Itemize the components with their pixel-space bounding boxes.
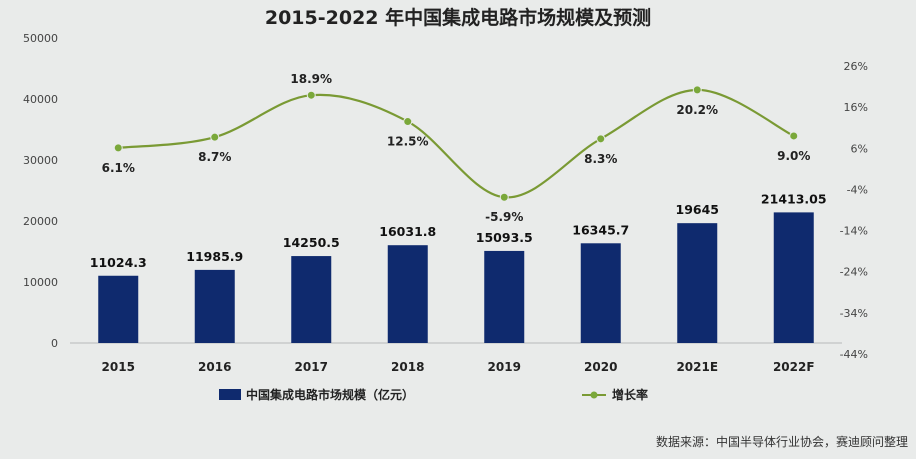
growth-rate-label: 8.3% <box>584 152 617 166</box>
bar-2022F <box>773 212 814 343</box>
bar-2019 <box>484 250 525 343</box>
bar-value-label: 14250.5 <box>283 235 340 250</box>
growth-rate-label: 20.2% <box>676 103 718 117</box>
bar-value-label: 16345.7 <box>572 222 629 237</box>
growth-rate-point-2019 <box>499 192 509 202</box>
growth-line-series <box>113 85 799 202</box>
right-axis-tick-label: 26% <box>844 60 868 73</box>
x-axis-tick-label: 2022F <box>773 360 815 374</box>
growth-rate-label: -5.9% <box>485 210 523 224</box>
right-axis-tick-label: -14% <box>840 225 868 238</box>
left-axis: 0 10000 20000 30000 40000 50000 <box>23 32 58 350</box>
left-axis-tick-label: 40000 <box>23 93 58 106</box>
left-axis-tick-label: 0 <box>51 337 58 350</box>
bar-value-label: 15093.5 <box>476 230 533 245</box>
bar-2016 <box>194 269 235 343</box>
left-axis-tick-label: 20000 <box>23 215 58 228</box>
right-axis-tick-label: 16% <box>844 101 868 114</box>
growth-rate-label: 12.5% <box>387 135 429 149</box>
growth-rate-point-2020 <box>596 134 606 144</box>
growth-rate-label: 6.1% <box>102 161 135 175</box>
right-axis-tick-label: -4% <box>847 183 868 196</box>
chart-title: 2015-2022 年中国集成电路市场规模及预测 <box>265 6 651 29</box>
x-axis-tick-labels: 2015 2016 2017 2018 2019 2020 2021E 2022F <box>102 360 815 374</box>
bar-value-label: 16031.8 <box>379 224 436 239</box>
bar-2021E <box>677 223 718 343</box>
x-axis-tick-label: 2016 <box>198 360 231 374</box>
growth-rate-point-2017 <box>306 90 316 100</box>
left-axis-tick-label: 10000 <box>23 276 58 289</box>
x-axis-tick-label: 2018 <box>391 360 424 374</box>
growth-rate-point-2022F <box>789 131 799 141</box>
right-axis-tick-label: -34% <box>840 307 868 320</box>
growth-rate-label: 8.7% <box>198 150 231 164</box>
bar-value-label: 19645 <box>676 202 720 217</box>
growth-rate-point-2021E <box>692 85 702 95</box>
bar-2015 <box>98 275 139 343</box>
legend-line-label: 增长率 <box>612 387 648 402</box>
growth-rate-point-2016 <box>210 132 220 142</box>
legend: 中国集成电路市场规模（亿元） 增长率 <box>219 387 648 402</box>
bar-2020 <box>580 243 621 343</box>
growth-rate-labels: 6.1% 8.7% 18.9% 12.5% -5.9% 8.3% 20.2% 9.0% <box>102 72 811 224</box>
x-axis-tick-label: 2019 <box>488 360 521 374</box>
right-axis-tick-label: 6% <box>851 142 868 155</box>
right-axis-tick-label: -44% <box>840 348 868 361</box>
legend-bar-swatch <box>219 389 241 400</box>
bar-value-labels: 11024.3 11985.9 14250.5 16031.8 15093.5 16345… <box>90 191 827 269</box>
source-note: 数据来源：中国半导体行业协会，赛迪顾问整理 <box>656 434 908 449</box>
growth-rate-label: 18.9% <box>290 72 332 86</box>
x-axis-tick-label: 2020 <box>584 360 617 374</box>
left-axis-tick-label: 50000 <box>23 32 58 45</box>
growth-rate-label: 9.0% <box>777 149 810 163</box>
bar-series <box>98 212 814 343</box>
left-axis-tick-label: 30000 <box>23 154 58 167</box>
x-axis-tick-label: 2017 <box>295 360 328 374</box>
bar-value-label: 21413.05 <box>761 191 827 206</box>
x-axis-tick-label: 2021E <box>676 360 718 374</box>
right-axis: -44% -34% -24% -14% -4% 6% 16% 26% <box>840 60 868 361</box>
bar-2017 <box>291 256 332 343</box>
right-axis-tick-label: -24% <box>840 266 868 279</box>
growth-rate-line <box>118 88 795 199</box>
bar-value-label: 11985.9 <box>186 249 243 264</box>
growth-rate-point-2015 <box>113 143 123 153</box>
legend-bar-label: 中国集成电路市场规模（亿元） <box>246 387 414 402</box>
bar-2018 <box>387 245 428 343</box>
growth-rate-point-2018 <box>403 117 413 127</box>
x-axis-tick-label: 2015 <box>102 360 135 374</box>
legend-line-marker <box>590 391 598 399</box>
bar-value-label: 11024.3 <box>90 255 147 270</box>
